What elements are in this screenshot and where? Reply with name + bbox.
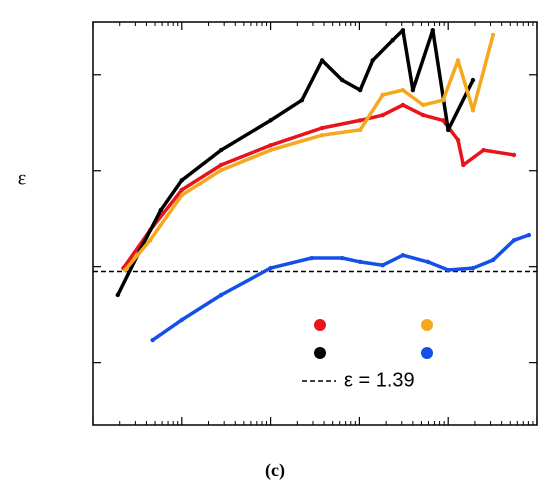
series-point (455, 58, 461, 63)
series-point (319, 125, 325, 131)
series-point (179, 192, 184, 198)
series-point (461, 162, 466, 168)
series-point (410, 87, 416, 93)
series-point (490, 257, 496, 263)
series-point (357, 127, 363, 133)
series-point (470, 265, 476, 271)
series-point (420, 102, 426, 108)
series-point (380, 112, 385, 118)
series-point (511, 238, 517, 243)
caption: (c) (265, 460, 285, 481)
series-point (339, 77, 345, 83)
series-point (218, 162, 224, 168)
series-point (158, 207, 163, 213)
series-point (357, 87, 363, 93)
series-point (400, 102, 406, 108)
plot-frame (92, 21, 538, 426)
series-point (455, 137, 461, 143)
series-point (268, 143, 273, 148)
series-line (116, 28, 475, 296)
series-point (218, 168, 224, 173)
series-point (299, 98, 305, 103)
series-point (268, 118, 273, 123)
series-point (179, 178, 184, 183)
series-point (268, 265, 273, 271)
series-point (470, 108, 476, 113)
series-point (218, 292, 224, 298)
series-point (380, 263, 385, 268)
series-point (150, 337, 155, 343)
series-point (339, 255, 345, 261)
series-point (357, 118, 363, 123)
series-point (430, 27, 435, 33)
series-line (123, 34, 495, 272)
series-point (319, 133, 325, 138)
series-point (380, 92, 385, 98)
series-point (400, 27, 406, 33)
series-point (400, 252, 406, 258)
legend-marker (421, 347, 433, 359)
series-point (420, 112, 426, 118)
legend-marker (314, 347, 326, 359)
series-point (179, 317, 184, 323)
series-point (400, 87, 406, 93)
series-point (268, 147, 273, 153)
legend-marker (314, 319, 326, 331)
series-point (122, 267, 128, 273)
y-axis-label: ε (18, 168, 26, 190)
series-point (319, 58, 325, 63)
legend-marker (421, 319, 433, 331)
series-point (370, 58, 375, 63)
series-point (511, 152, 517, 158)
series-line (151, 233, 530, 342)
series-point (470, 77, 476, 83)
series-point (357, 259, 363, 265)
series-line (121, 103, 515, 270)
series-point (481, 147, 486, 153)
series-point (440, 118, 446, 123)
series-point (115, 292, 120, 298)
series-point (440, 98, 446, 103)
series-point (179, 187, 184, 193)
series-point (218, 147, 224, 153)
series-point (526, 232, 532, 238)
series-point (446, 127, 451, 133)
series-point (309, 255, 314, 261)
series-point (446, 267, 451, 273)
series-point (390, 38, 395, 43)
legend-label: ε = 1.39 (344, 369, 415, 391)
series-point (490, 32, 496, 38)
series-point (425, 259, 431, 265)
series-point (147, 238, 153, 243)
